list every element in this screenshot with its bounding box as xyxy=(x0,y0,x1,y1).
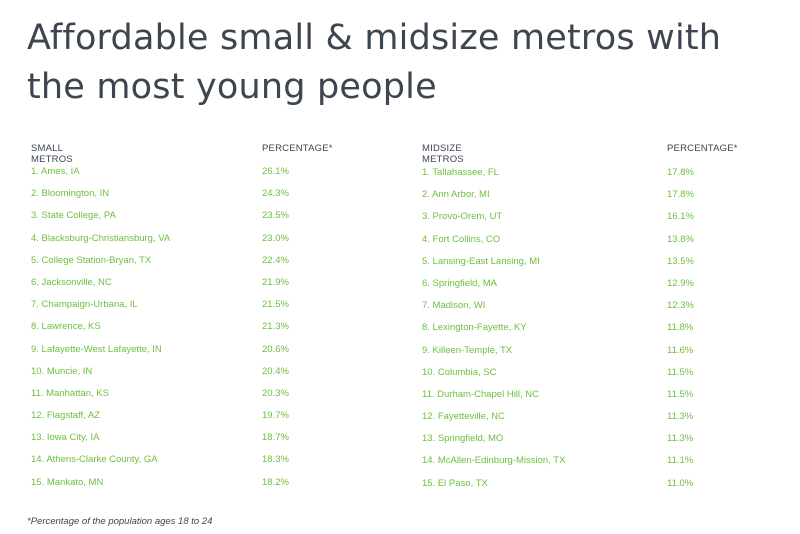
metro-percentage: 16.1% xyxy=(667,211,694,223)
metro-percentage: 11.5% xyxy=(667,366,694,378)
metro-percentage: 24.3% xyxy=(262,188,289,200)
small-metros-percentage-header: PERCENTAGE* xyxy=(262,143,333,154)
metro-name: 10. Columbia, SC xyxy=(422,366,497,378)
midsize-metros-name-header: MIDSIZE METROS xyxy=(422,143,464,165)
metro-name: 15. El Paso, TX xyxy=(422,477,488,489)
metro-name: 7. Madison, WI xyxy=(422,300,486,312)
metro-name: 9. Lafayette-West Lafayette, IN xyxy=(31,343,162,355)
metro-name: 2. Bloomington, IN xyxy=(31,188,110,200)
metro-percentage: 26.1% xyxy=(262,166,289,177)
metro-percentage: 21.3% xyxy=(262,321,289,333)
metro-percentage: 17.8% xyxy=(667,189,694,201)
metro-percentage: 19.7% xyxy=(262,410,289,422)
metro-percentage: 21.9% xyxy=(262,276,289,288)
metro-percentage: 12.3% xyxy=(667,300,694,312)
midsize-metros-percentage-header: PERCENTAGE* xyxy=(667,143,738,154)
metro-name: 2. Ann Arbor, MI xyxy=(422,189,490,201)
metro-name: 5. Lansing-East Lansing, MI xyxy=(422,255,540,267)
metro-percentage: 20.4% xyxy=(262,365,289,377)
metro-name: 7. Champaign-Urbana, IL xyxy=(31,299,138,311)
metro-name: 4. Fort Collins, CO xyxy=(422,233,501,245)
metro-name: 12. Flagstaff, AZ xyxy=(31,410,101,422)
metro-name: 8. Lawrence, KS xyxy=(31,321,101,333)
metro-percentage: 11.5% xyxy=(667,388,694,400)
metro-percentage: 17.8% xyxy=(667,167,694,178)
metro-name: 3. Provo-Orem, UT xyxy=(422,211,503,223)
small-metros-name-header: SMALL METROS xyxy=(31,143,73,165)
metro-percentage: 11.6% xyxy=(667,344,694,356)
metro-name: 14. McAllen-Edinburg-Mission, TX xyxy=(422,455,566,467)
metro-percentage: 11.3% xyxy=(667,433,694,445)
metro-name: 4. Blacksburg-Christiansburg, VA xyxy=(31,232,171,244)
metro-name: 6. Springfield, MA xyxy=(422,277,497,289)
metro-name: 8. Lexington-Fayette, KY xyxy=(422,322,527,334)
metro-name: 11. Durham-Chapel Hill, NC xyxy=(422,388,540,400)
metro-name: 5. College Station-Bryan, TX xyxy=(31,254,152,266)
metro-percentage: 11.1% xyxy=(667,455,694,467)
metro-name: 9. Killeen-Temple, TX xyxy=(422,344,513,356)
metro-name: 13. Iowa City, IA xyxy=(31,432,100,444)
metro-percentage: 18.2% xyxy=(262,476,289,488)
metro-percentage: 11.3% xyxy=(667,411,694,423)
metro-name: 12. Fayetteville, NC xyxy=(422,411,505,423)
metro-percentage: 23.5% xyxy=(262,210,289,222)
metro-name: 13. Springfield, MO xyxy=(422,433,504,445)
metro-name: 1. Tallahassee, FL xyxy=(422,167,499,178)
metro-name: 14. Athens-Clarke County, GA xyxy=(31,454,158,466)
page-title: Affordable small & midsize metros with t… xyxy=(27,18,722,107)
metro-name: 15. Mankato, MN xyxy=(31,476,104,488)
metro-percentage: 18.7% xyxy=(262,432,289,444)
metro-percentage: 20.3% xyxy=(262,387,289,399)
metro-name: 6. Jacksonville, NC xyxy=(31,276,112,288)
metro-percentage: 21.5% xyxy=(262,299,289,311)
metro-percentage: 18.3% xyxy=(262,454,289,466)
footnote: *Percentage of the population ages 18 to… xyxy=(27,516,213,527)
metro-name: 1. Ames, IA xyxy=(31,166,80,177)
metro-percentage: 13.8% xyxy=(667,233,694,245)
metro-name: 10. Muncie, IN xyxy=(31,365,93,377)
metro-percentage: 11.0% xyxy=(667,477,694,489)
metro-percentage: 23.0% xyxy=(262,232,289,244)
metro-name: 11. Manhattan, KS xyxy=(31,387,109,399)
metro-percentage: 22.4% xyxy=(262,254,289,266)
metro-percentage: 11.8% xyxy=(667,322,694,334)
metro-percentage: 20.6% xyxy=(262,343,289,355)
metro-percentage: 12.9% xyxy=(667,277,694,289)
metro-percentage: 13.5% xyxy=(667,255,694,267)
metro-name: 3. State College, PA xyxy=(31,210,116,222)
